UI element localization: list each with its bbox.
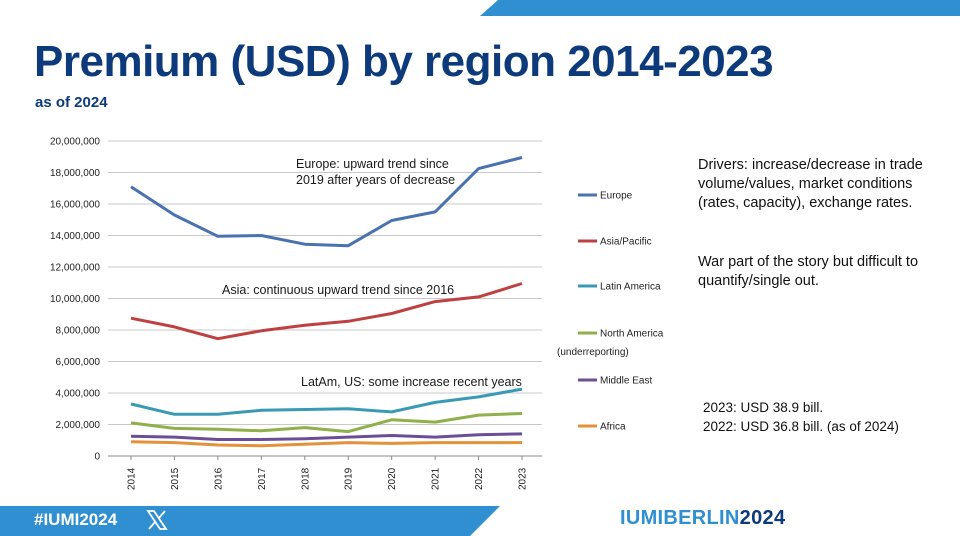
series-line-africa [130, 440, 522, 448]
series-line-middle-east [130, 432, 523, 441]
legend-label: North America [600, 329, 664, 340]
legend-label: Asia/Pacific [600, 237, 652, 248]
page-title: Premium (USD) by region 2014-2023 [34, 37, 774, 86]
x-tick-label: 2016 [213, 467, 224, 490]
drivers-note: Drivers: increase/decrease in trade volu… [698, 157, 923, 211]
y-tick-label: 12,000,000 [50, 263, 100, 274]
total-2022: 2022: USD 36.8 bill. (as of 2024) [703, 419, 899, 434]
series-line-europe [130, 156, 523, 248]
y-tick-label: 0 [94, 452, 100, 463]
y-tick-label: 6,000,000 [56, 357, 101, 368]
y-tick-label: 14,000,000 [50, 231, 100, 242]
annotation-europe: Europe: upward trend since [296, 157, 449, 171]
page-subtitle: as of 2024 [35, 94, 108, 111]
brand-year: 2024 [739, 507, 786, 529]
x-tick-label: 2018 [300, 467, 311, 490]
footer-bar [0, 506, 500, 536]
war-note: War part of the story but difficult to q… [698, 254, 919, 289]
x-tick-label: 2017 [257, 467, 268, 490]
total-2023: 2023: USD 38.9 bill. [703, 400, 824, 415]
x-tick-label: 2015 [170, 467, 181, 490]
top-accent-bar [480, 0, 960, 16]
series-line-latin-america [130, 387, 523, 416]
x-tick-label: 2023 [518, 467, 529, 490]
brand-name: IUMIBERLIN [620, 507, 740, 529]
series-line-north-america [130, 412, 523, 434]
y-tick-label: 8,000,000 [56, 326, 101, 337]
y-tick-label: 10,000,000 [50, 294, 100, 305]
x-tick-label: 2020 [387, 467, 398, 490]
x-tick-label: 2021 [431, 467, 442, 490]
annotation-asia: Asia: continuous upward trend since 2016 [222, 283, 454, 297]
legend-label: Latin America [600, 282, 661, 293]
legend-label: Africa [600, 422, 626, 433]
legend-note: (underreporting) [557, 347, 629, 358]
x-tick-label: 2022 [474, 467, 485, 490]
y-tick-label: 20,000,000 [50, 137, 100, 148]
y-tick-label: 16,000,000 [50, 200, 100, 211]
x-logo-icon[interactable] [146, 510, 168, 530]
y-tick-label: 18,000,000 [50, 168, 100, 179]
x-tick-label: 2019 [344, 467, 355, 490]
x-tick-label: 2014 [127, 467, 138, 490]
annotation-europe: 2019 after years of decrease [296, 173, 455, 187]
legend-label: Middle East [600, 376, 652, 387]
hashtag-label: #IUMI2024 [34, 510, 118, 529]
y-tick-label: 2,000,000 [56, 420, 101, 431]
event-brand: IUMIBERLIN2024 [620, 507, 785, 530]
annotation-latam: LatAm, US: some increase recent years [301, 375, 522, 389]
series-line-asia-pacific [130, 282, 523, 341]
legend-label: Europe [600, 191, 633, 202]
y-tick-label: 4,000,000 [56, 389, 101, 400]
totals-note: 2023: USD 38.9 bill. 2022: USD 36.8 bill… [703, 398, 899, 436]
